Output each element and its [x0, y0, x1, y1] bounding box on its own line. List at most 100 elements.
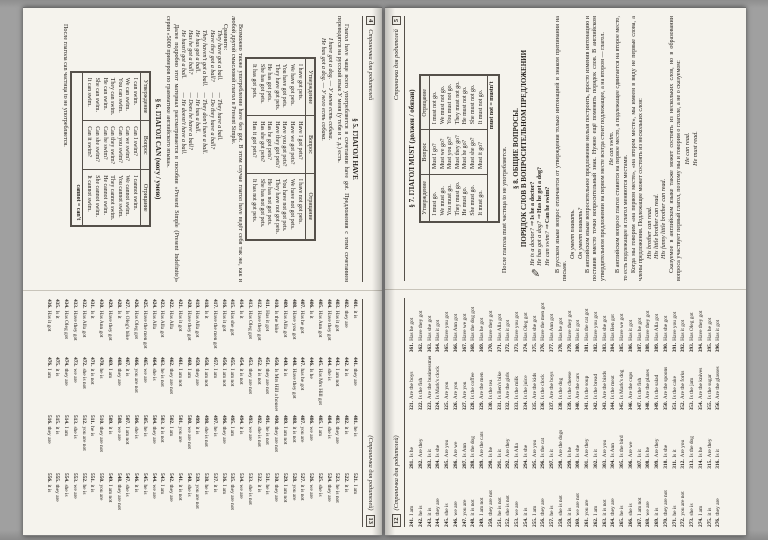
- answer-item: 425.Have the men got: [142, 299, 148, 349]
- answer-item: 341.Is the soup: [584, 375, 590, 411]
- table-cell: She must not go.: [469, 75, 478, 130]
- answer-item: 388.Have they got: [645, 310, 652, 353]
- table-row: We can swim. Can we swim? We cannot swim.: [122, 71, 131, 227]
- answer-item: 336.Is the clock: [540, 374, 547, 411]
- answer-item: 549.I am not: [107, 473, 113, 503]
- answer-item: 310.Is she: [662, 444, 669, 469]
- answer-item: 548.they are not: [115, 473, 122, 510]
- answer-item: 465.we are: [142, 357, 148, 383]
- answer-item: 274.I am: [697, 505, 704, 527]
- answer-item: 329.Are the men: [479, 372, 485, 411]
- table-cell: He has got pets.: [264, 58, 273, 116]
- table-cell: Must she go?: [469, 129, 478, 175]
- answer-item: 283.Is it: [426, 449, 433, 469]
- compare-label: Сравните:: [221, 24, 228, 51]
- answer-item: 394.Have they got: [697, 310, 704, 353]
- answer-item: 473.we are: [72, 357, 78, 383]
- table-cell: It must not go.: [477, 75, 488, 130]
- answer-item: 422.Has Alla: [168, 299, 175, 330]
- answer-item: 243.it is: [426, 507, 433, 527]
- table-header: Вопрос: [305, 115, 315, 174]
- answer-column: 241.I am 242.he is 243.it is 244.they are 24…: [408, 473, 745, 527]
- answer-item: 460.I am: [185, 357, 192, 379]
- answer-item: 515.it is: [54, 415, 61, 435]
- answer-item: 411.Has it got: [264, 299, 271, 332]
- table-footer: cannot = can't: [71, 71, 83, 227]
- answer-item: 245.she is: [444, 503, 450, 527]
- answer-item: 502.I am: [168, 415, 175, 437]
- table-cell: It must go.: [477, 174, 488, 222]
- answer-item: 550.you are: [98, 473, 105, 501]
- answer-item: 492.she is not: [255, 415, 262, 447]
- answer-item: 512.you are not: [80, 415, 87, 451]
- table-cell: It has not got pets.: [246, 173, 258, 240]
- answer-item: 408.Have you got: [290, 299, 297, 340]
- answer-item: 307.Is it: [636, 449, 643, 469]
- answer-item: 551.it is: [89, 473, 96, 493]
- answer-item: 349.Is the salad: [654, 374, 660, 411]
- table-row: She has got pets. Has she got pets? She ha…: [257, 58, 265, 240]
- table-cell: Must he go?: [462, 129, 470, 175]
- table-cell: They can swim.: [107, 71, 116, 121]
- table-cell: We have got pets.: [287, 58, 295, 116]
- table-row: She must go. Must she go? She must not go.: [469, 75, 478, 222]
- answer-item: 367.Have we got: [461, 313, 468, 353]
- answer-item: 514.I am: [63, 415, 70, 437]
- answer-item: 475.it is: [54, 357, 61, 377]
- answer-item: 266.she is: [627, 503, 634, 527]
- answer-item: 241.I am: [409, 505, 415, 527]
- answer-item: 513.she is: [72, 415, 78, 439]
- table-cell: He must go.: [462, 174, 470, 222]
- answer-item: 246.we are: [452, 501, 459, 527]
- answer-column: 321.Are the boys 322.Is the fish 323.Are t…: [408, 356, 745, 410]
- table-cell: Must it go?: [477, 129, 488, 175]
- section-5-intro: Глагол have чаще всего употребляется в с…: [335, 16, 349, 282]
- answer-item: 547.she is: [124, 473, 131, 497]
- have-note: Возможно также употребление have без got…: [230, 16, 244, 282]
- answer-column: 521.I am 522.it is 523.he is not 524.they a…: [24, 473, 359, 527]
- answer-item: 335.Are the kids: [531, 372, 538, 411]
- answer-item: 417.Have the men got: [212, 299, 218, 349]
- answer-item: 454.it is not: [238, 357, 245, 385]
- answer-item: 309.Are they: [654, 438, 660, 469]
- sheet-left: 4 Страничка для родителей § 5. ГЛАГОЛ HA…: [23, 7, 382, 536]
- page-12-answers: 12 (Страничка для родителей) 241.I am 242…: [385, 289, 746, 535]
- answer-item: 260.we are not: [575, 493, 582, 527]
- answer-item: 257.he is: [549, 505, 555, 527]
- table-cell: Has she got pets?: [257, 115, 265, 174]
- answer-item: 482.it is: [343, 415, 350, 435]
- answer-item: 503.it is not: [159, 415, 166, 443]
- answer-item: 510.they are not: [98, 415, 105, 452]
- answer-item: 345.Is Mark's dog: [619, 369, 625, 411]
- table-cell: Can she swim?: [92, 120, 101, 170]
- table-row: I must go. Must I go? I must not go.: [429, 75, 440, 222]
- answer-item: 284.Is she: [435, 444, 442, 469]
- table-cell: He can swim.: [100, 71, 108, 121]
- table-cell: Can he swim?: [100, 120, 108, 170]
- table-cell: She cannot swim.: [92, 169, 101, 227]
- answer-item: 534.we are: [238, 473, 245, 499]
- answer-item: 414.Is it: [238, 299, 245, 319]
- answer-item: 301.Are they: [584, 438, 590, 469]
- answer-item: 248.it is not: [470, 499, 477, 527]
- answer-item: 385.Have we got: [619, 313, 625, 353]
- table-cell: He has not got pets.: [264, 173, 273, 240]
- answer-item: 498.she is not: [203, 415, 210, 447]
- answer-item: 402.they are: [343, 299, 350, 328]
- answer-item: 421.Has it got: [177, 299, 183, 332]
- answer-item: 432.Has Alla got: [80, 299, 87, 338]
- answer-item: 325.Are you: [444, 381, 450, 411]
- answer-item: 443.I am not: [334, 357, 341, 387]
- answer-item: 415.Has she got: [229, 299, 236, 336]
- answer-item: 378.Has he got: [557, 317, 564, 353]
- table-cell: It has got pets.: [246, 58, 258, 116]
- answer-item: 491.he is not: [264, 415, 271, 445]
- answer-item: 401.it is: [352, 299, 358, 319]
- answer-item: 544.we are: [150, 473, 157, 499]
- compare-block: They have got a ball. Have they got a bal…: [179, 30, 222, 282]
- answer-item: 264.they are: [610, 498, 617, 527]
- page-5-grammar: Страничка для родителей 5 § 7. ГЛАГОЛ MU…: [385, 8, 746, 289]
- answer-item: 506.she is: [133, 415, 140, 439]
- answer-item: 256.they are: [540, 498, 547, 527]
- answer-item: 444.she is: [325, 357, 332, 381]
